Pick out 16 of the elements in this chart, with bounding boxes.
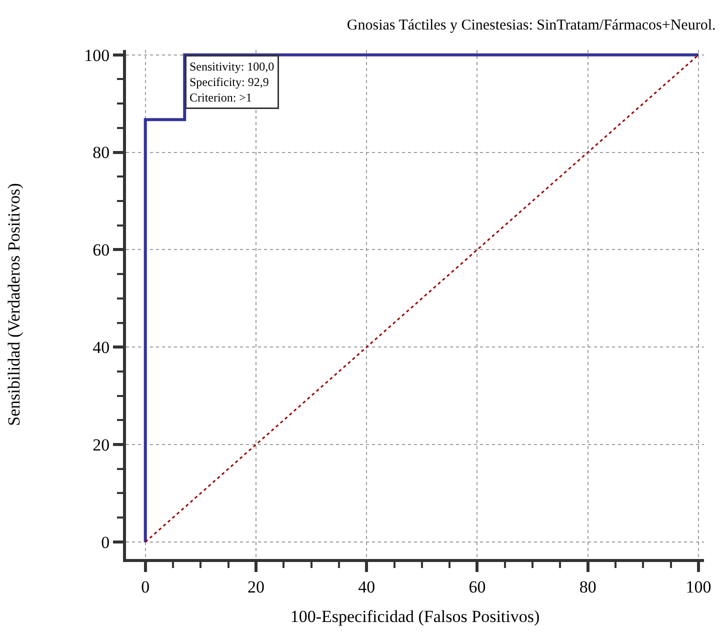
x-tick-label: 20 <box>247 577 264 596</box>
y-tick-label: 20 <box>92 435 110 454</box>
y-tick-label: 40 <box>92 338 110 358</box>
annotation: Sensitivity: 100,0 Specificity: 92,9 Criterion: >1 <box>190 60 274 105</box>
x-tick-label: 40 <box>358 577 376 596</box>
y-tick-label: 60 <box>92 240 110 260</box>
y-tick-label: 80 <box>92 143 110 162</box>
y-tick-label: 0 <box>101 532 110 552</box>
x-tick-label: 0 <box>141 577 150 596</box>
x-tick-label: 100 <box>686 577 712 596</box>
x-tick-label: 60 <box>468 577 486 596</box>
y-axis-title: Sensibilidad (Verdaderos Positivos) <box>4 183 24 426</box>
x-tick-label: 80 <box>579 577 596 596</box>
x-axis-title: 100-Especificidad (Falsos Positivos) <box>290 606 540 626</box>
chart-title: Gnosias Táctiles y Cinestesias: SinTratam/Fármacos+Neurol. <box>346 18 716 34</box>
y-tick-label: 100 <box>84 46 110 65</box>
